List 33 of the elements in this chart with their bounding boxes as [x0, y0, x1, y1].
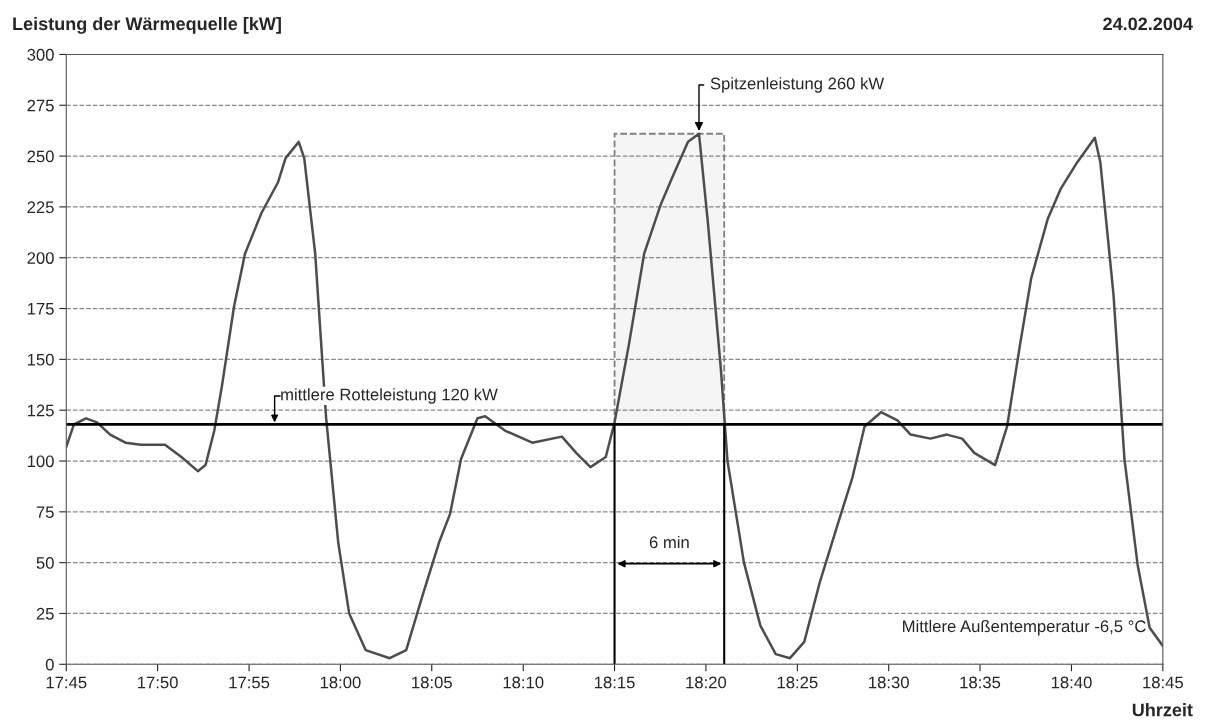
y-tick-label: 225	[27, 201, 54, 214]
chart-subtitle: 24.02.2004	[1103, 17, 1193, 31]
y-tick-label: 250	[27, 150, 54, 163]
y-tick-label: 175	[27, 303, 54, 315]
y-tick-label: 0	[45, 658, 54, 671]
y-tick-label: 25	[36, 607, 54, 620]
y-tick-label: 200	[27, 252, 54, 264]
x-tick-label: 18:05	[412, 676, 452, 689]
x-tick-label: 18:40	[1051, 676, 1092, 689]
x-tick-label: 18:35	[960, 676, 1001, 689]
y-tick-label: 150	[27, 353, 54, 366]
x-tick-label: 18:00	[320, 676, 361, 689]
x-tick-label: 17:45	[46, 676, 87, 689]
annotation: Mittlere Außentemperatur -6,5 °C	[903, 619, 1146, 636]
y-tick-label: 125	[27, 404, 54, 417]
x-tick-label: 18:15	[594, 676, 635, 689]
annotation: 6 min	[649, 535, 689, 549]
x-tick-label: 18:20	[686, 676, 727, 689]
x-tick-label: 17:50	[138, 676, 178, 689]
chart-title: Leistung der Wärmequelle [kW]	[13, 16, 281, 34]
y-tick-label: 300	[27, 48, 54, 61]
x-tick-label: 18:30	[869, 676, 909, 689]
y-tick-label: 100	[27, 455, 54, 468]
x-axis-title: Uhrzeit	[1132, 703, 1193, 717]
x-tick-label: 18:25	[777, 676, 818, 689]
x-tick-label: 17:55	[229, 676, 270, 689]
y-tick-label: 75	[36, 506, 54, 519]
x-tick-label: 18:45	[1143, 676, 1183, 689]
y-tick-label: 275	[27, 99, 54, 112]
annotation: Spitzenleistung 260 kW	[710, 77, 885, 93]
ref-line-label: mittlere Rotteleistung 120 kW	[281, 388, 498, 404]
x-tick-label: 18:10	[503, 676, 544, 689]
y-tick-label: 50	[36, 557, 54, 569]
